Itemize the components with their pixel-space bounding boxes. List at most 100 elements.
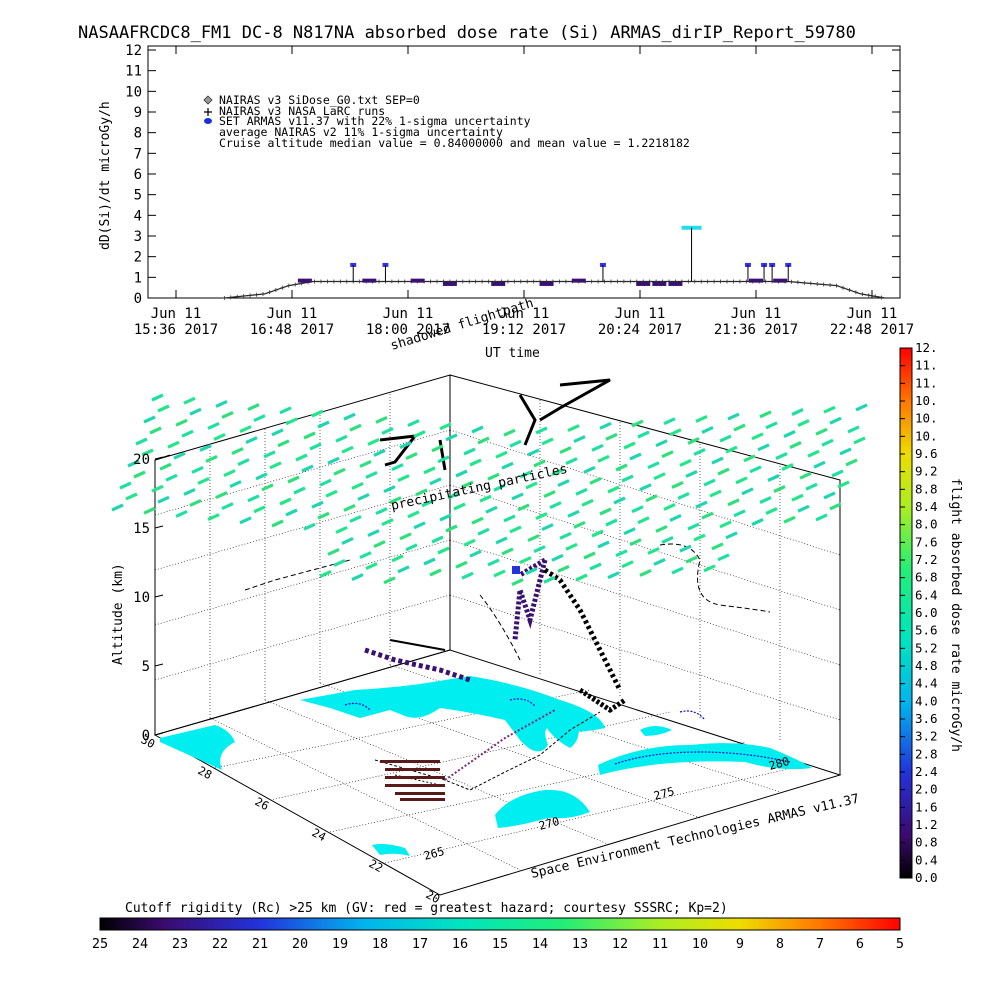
nairas-point xyxy=(815,281,820,286)
nairas-point xyxy=(312,279,317,284)
particle-mark xyxy=(765,507,778,515)
nairas-point xyxy=(712,279,717,284)
longitude-ticks: 265 270 275 280 xyxy=(422,754,791,863)
particle-mark xyxy=(389,496,402,505)
particle-mark xyxy=(311,500,324,509)
particle-mark xyxy=(471,425,484,434)
particle-mark xyxy=(295,453,308,462)
particle-mark xyxy=(335,525,348,534)
particle-mark xyxy=(447,491,460,500)
particle-mark xyxy=(469,549,482,558)
particle-mark xyxy=(637,430,650,439)
particle-mark xyxy=(255,472,268,481)
particle-mark xyxy=(135,437,148,446)
particle-mark xyxy=(711,456,724,465)
nairas-point xyxy=(873,294,878,299)
particle-mark xyxy=(431,444,444,453)
particle-mark xyxy=(847,425,860,434)
particle-mark xyxy=(559,531,572,540)
x-tick-label-bottom: 15:36 2017 xyxy=(134,322,218,338)
y-tick-label: 7 xyxy=(134,146,142,162)
particle-mark xyxy=(319,569,332,578)
particle-mark xyxy=(413,430,426,439)
particle-mark xyxy=(583,551,596,560)
latitude-tick-label: 20 xyxy=(424,887,443,906)
dose-rate-colorbar-label: flight absorbed dose rate microGy/h xyxy=(948,478,963,752)
particle-mark xyxy=(791,408,804,416)
nairas-point xyxy=(847,288,852,293)
particle-mark xyxy=(381,426,394,435)
particle-mark xyxy=(687,436,700,445)
particle-mark xyxy=(551,553,564,562)
nairas-point xyxy=(795,280,800,285)
nairas-point xyxy=(853,290,858,295)
nairas-point xyxy=(725,279,729,284)
particle-mark xyxy=(317,511,330,520)
particle-mark xyxy=(277,439,290,448)
particle-mark xyxy=(541,523,554,532)
particle-mark xyxy=(463,447,476,456)
particle-mark xyxy=(399,532,412,541)
particle-mark xyxy=(173,451,186,460)
particle-mark xyxy=(703,564,716,573)
particle-mark xyxy=(437,455,450,464)
florida-shape xyxy=(545,709,579,748)
nairas-point xyxy=(615,279,620,284)
particle-mark xyxy=(829,416,842,425)
nairas-point xyxy=(834,283,839,288)
particle-mark xyxy=(591,529,604,538)
cutoff-rigidity-tick-label: 23 xyxy=(172,936,188,952)
particle-mark xyxy=(845,458,858,467)
particle-mark xyxy=(445,524,458,533)
particle-mark xyxy=(487,558,500,567)
nairas-point xyxy=(692,279,697,284)
particle-mark xyxy=(431,535,444,544)
flight-path-altitude xyxy=(244,378,771,714)
nairas-point xyxy=(377,279,381,284)
nairas-point xyxy=(802,280,807,285)
particle-mark xyxy=(679,458,692,467)
dose-rate-tick-label: 0.0 xyxy=(915,870,938,885)
latitude-tick-label: 22 xyxy=(367,856,386,875)
particle-mark xyxy=(621,474,634,483)
particle-mark xyxy=(727,498,740,507)
particle-mark xyxy=(383,485,396,494)
particle-mark xyxy=(151,393,164,402)
nairas-point xyxy=(602,279,607,284)
particle-mark xyxy=(535,426,548,435)
particle-mark xyxy=(415,488,428,497)
y-tick-label: 4 xyxy=(134,208,142,224)
dose-rate-tick-label: 5.6 xyxy=(915,623,938,638)
particle-mark xyxy=(623,441,636,450)
cuba-shape xyxy=(598,743,812,775)
particle-mark xyxy=(349,514,362,523)
particle-mark xyxy=(223,469,236,478)
dose-rate-tick-label: 4.0 xyxy=(915,693,938,708)
particle-mark xyxy=(573,435,586,444)
particle-mark xyxy=(509,525,522,534)
nairas-point xyxy=(705,279,710,284)
latitude-tick-label: 28 xyxy=(196,763,215,782)
cutoff-rigidity-tick-label: 25 xyxy=(92,936,108,952)
bahamas-shape xyxy=(640,726,672,736)
particle-mark xyxy=(343,503,356,512)
particle-mark xyxy=(159,462,172,471)
particle-mark xyxy=(341,536,354,545)
particle-mark xyxy=(805,482,818,491)
particle-mark xyxy=(549,501,562,510)
y-tick-label: 10 xyxy=(125,84,142,100)
dose-rate-tick-label: 4.4 xyxy=(915,676,938,691)
latitude-tick-label: 24 xyxy=(310,825,329,844)
particle-mark xyxy=(397,474,410,483)
particle-mark xyxy=(439,513,452,522)
particle-mark xyxy=(837,480,850,489)
particle-mark xyxy=(591,443,604,452)
particle-mark xyxy=(127,459,140,468)
particle-mark xyxy=(615,549,628,558)
particle-mark xyxy=(815,427,828,436)
nairas-point xyxy=(841,285,845,290)
particle-mark xyxy=(189,498,202,507)
particle-mark xyxy=(757,443,770,452)
particle-mark xyxy=(327,456,340,465)
